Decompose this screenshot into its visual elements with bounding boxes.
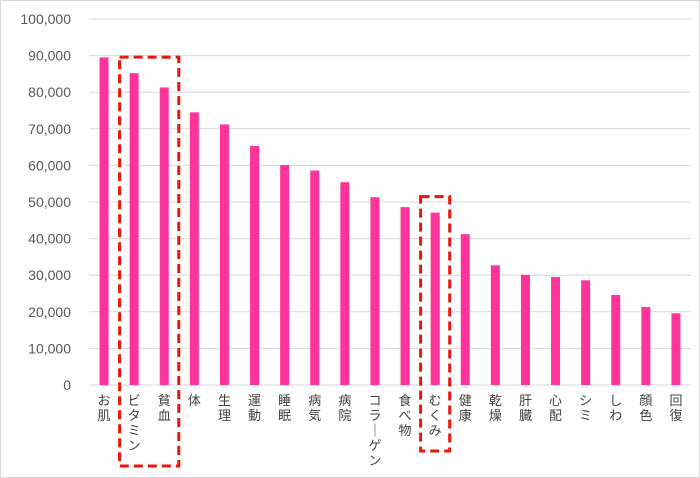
x-tick-label: 体 [188, 394, 201, 409]
x-tick-label: お肌 [98, 394, 111, 424]
highlight-box [419, 195, 452, 453]
bar [581, 280, 591, 385]
bar [340, 182, 350, 385]
y-tick-label: 80,000 [28, 84, 71, 100]
x-tick-label: 心配 [549, 394, 562, 424]
x-tick-label: コラ｜ゲン [368, 394, 381, 469]
bar [551, 277, 561, 385]
x-tick-label: 睡眠 [278, 394, 291, 424]
x-tick-label: 乾燥 [489, 394, 502, 424]
y-tick-label: 40,000 [28, 231, 71, 247]
bar [611, 294, 621, 385]
bar [310, 170, 320, 385]
bar [460, 234, 470, 385]
x-tick-label: 生理 [218, 394, 231, 424]
bar [99, 57, 109, 386]
x-tick-label: むくみ [429, 394, 442, 439]
bar [430, 212, 440, 385]
bar [129, 73, 139, 385]
y-tick-label: 70,000 [28, 121, 71, 137]
bar [280, 165, 290, 385]
x-tick-label: 運動 [248, 394, 261, 424]
bar [520, 274, 530, 385]
y-tick-label: 30,000 [28, 267, 71, 283]
x-tick-label: 回復 [669, 394, 682, 424]
y-tick-label: 20,000 [28, 304, 71, 320]
bar [370, 197, 380, 385]
x-tick-label: しわ [609, 394, 622, 424]
bar [671, 313, 681, 385]
y-tick-label: 50,000 [28, 194, 71, 210]
x-tick-label: ビタミン [128, 394, 141, 454]
y-tick-label: 90,000 [28, 48, 71, 64]
bar [250, 146, 260, 385]
x-tick-label: 病院 [338, 394, 351, 424]
x-tick-label: 病気 [308, 394, 321, 424]
bar [159, 87, 169, 385]
bar [490, 265, 500, 385]
x-tick-label: 肝臓 [519, 394, 532, 424]
bar [641, 307, 651, 385]
x-tick-label: シミ [579, 394, 592, 424]
x-tick-label: 健康 [459, 394, 472, 424]
x-tick-label: 顔色 [639, 394, 652, 424]
bar [189, 112, 199, 385]
bar [400, 207, 410, 385]
y-tick-label: 0 [63, 377, 71, 393]
y-tick-label: 60,000 [28, 157, 71, 173]
x-tick-label: 貧血 [158, 394, 171, 424]
highlight-box [118, 55, 181, 468]
x-tick-label: 食べ物 [399, 393, 412, 439]
y-tick-label: 100,000 [20, 11, 71, 27]
y-tick-label: 10,000 [28, 340, 71, 356]
bar [219, 124, 229, 386]
